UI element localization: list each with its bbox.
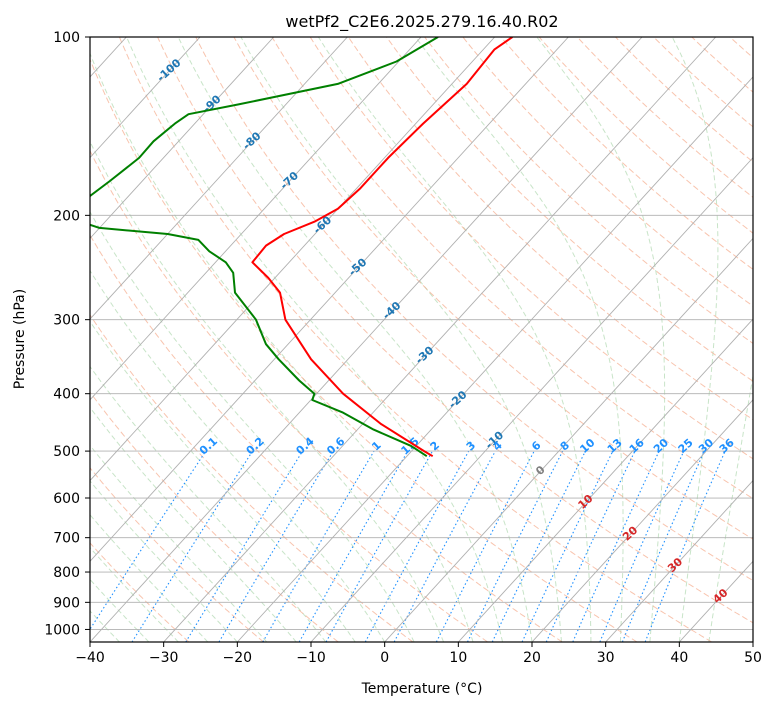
- y-tick-label: 100: [53, 30, 80, 46]
- chart-title: wetPf2_C2E6.2025.279.16.40.R02: [285, 12, 558, 32]
- y-tick-label: 500: [53, 444, 80, 460]
- x-tick-label: −40: [75, 650, 105, 666]
- y-tick-label: 1000: [44, 622, 80, 638]
- x-tick-label: −10: [296, 650, 326, 666]
- y-axis-label: Pressure (hPa): [12, 289, 28, 389]
- y-tick-label: 900: [53, 595, 80, 611]
- x-tick-label: −20: [223, 650, 253, 666]
- x-tick-label: −30: [149, 650, 179, 666]
- y-tick-label: 200: [53, 208, 80, 224]
- y-tick-label: 600: [53, 491, 80, 507]
- plot-background: [90, 37, 753, 642]
- x-tick-label: 20: [523, 650, 541, 666]
- y-tick-label: 300: [53, 313, 80, 329]
- x-tick-label: 50: [744, 650, 762, 666]
- y-tick-label: 700: [53, 531, 80, 547]
- x-tick-label: 30: [597, 650, 615, 666]
- y-tick-label: 400: [53, 387, 80, 403]
- x-tick-label: 0: [380, 650, 389, 666]
- y-tick-label: 800: [53, 565, 80, 581]
- x-tick-label: 40: [670, 650, 688, 666]
- x-tick-label: 10: [449, 650, 467, 666]
- x-axis-label: Temperature (°C): [361, 681, 483, 697]
